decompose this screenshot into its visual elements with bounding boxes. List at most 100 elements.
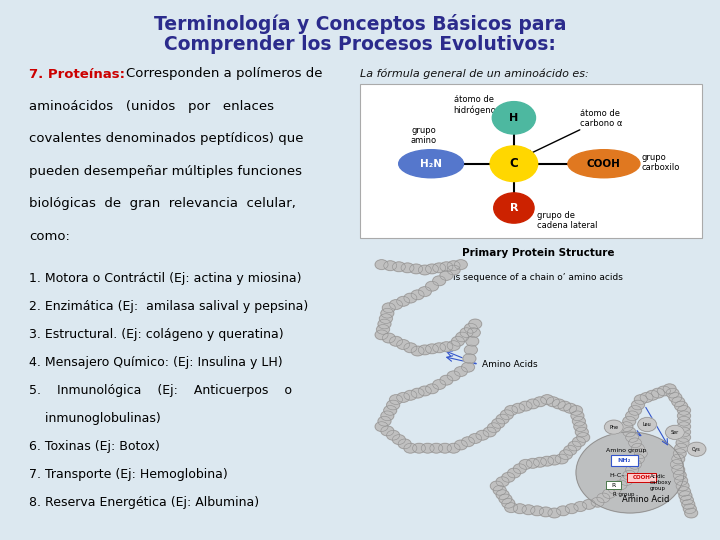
Circle shape bbox=[454, 260, 467, 269]
Circle shape bbox=[404, 390, 417, 400]
Circle shape bbox=[410, 264, 423, 274]
Circle shape bbox=[620, 422, 633, 431]
Circle shape bbox=[438, 443, 451, 453]
Circle shape bbox=[490, 481, 503, 491]
Circle shape bbox=[678, 427, 690, 437]
Circle shape bbox=[564, 446, 577, 455]
Circle shape bbox=[381, 411, 394, 421]
Circle shape bbox=[378, 416, 391, 426]
Circle shape bbox=[676, 438, 689, 448]
Text: 2. Enzimática (Ej:  amilasa salival y pepsina): 2. Enzimática (Ej: amilasa salival y pep… bbox=[29, 300, 308, 313]
Circle shape bbox=[591, 497, 604, 507]
Text: 7. Transporte (Ej: Hemoglobina): 7. Transporte (Ej: Hemoglobina) bbox=[29, 468, 228, 481]
Circle shape bbox=[440, 375, 453, 385]
Circle shape bbox=[629, 438, 642, 448]
Circle shape bbox=[418, 345, 431, 355]
Circle shape bbox=[565, 504, 578, 514]
Text: aminoácidos   (unidos   por   enlaces: aminoácidos (unidos por enlaces bbox=[29, 100, 274, 113]
Circle shape bbox=[670, 460, 683, 469]
Circle shape bbox=[492, 418, 505, 428]
Text: 4. Mensajero Químico: (Ej: Insulina y LH): 4. Mensajero Químico: (Ej: Insulina y LH… bbox=[29, 356, 282, 369]
Text: como:: como: bbox=[29, 230, 70, 242]
Circle shape bbox=[398, 439, 411, 449]
Circle shape bbox=[433, 343, 446, 353]
Circle shape bbox=[496, 490, 509, 500]
Circle shape bbox=[652, 388, 665, 398]
Circle shape bbox=[626, 411, 639, 421]
Circle shape bbox=[397, 296, 410, 306]
Circle shape bbox=[508, 468, 521, 478]
Circle shape bbox=[678, 416, 690, 426]
Circle shape bbox=[534, 457, 546, 467]
Circle shape bbox=[411, 346, 424, 356]
Circle shape bbox=[494, 193, 534, 223]
Circle shape bbox=[493, 485, 506, 495]
Text: covalentes denominados peptídicos) que: covalentes denominados peptídicos) que bbox=[29, 132, 303, 145]
Circle shape bbox=[502, 472, 515, 482]
Text: La fórmula general de un aminoácido es:: La fórmula general de un aminoácido es: bbox=[360, 69, 589, 79]
Text: Amino Acids: Amino Acids bbox=[482, 360, 538, 369]
Circle shape bbox=[539, 507, 552, 517]
Circle shape bbox=[469, 319, 482, 329]
Circle shape bbox=[377, 325, 390, 334]
Circle shape bbox=[390, 300, 402, 309]
Circle shape bbox=[447, 265, 460, 275]
Circle shape bbox=[440, 262, 453, 272]
Text: Primary Protein Structure: Primary Protein Structure bbox=[462, 248, 614, 259]
Text: grupo
amino: grupo amino bbox=[411, 126, 437, 145]
Text: pueden desempeñar múltiples funciones: pueden desempeñar múltiples funciones bbox=[29, 165, 302, 178]
Circle shape bbox=[381, 308, 394, 318]
Circle shape bbox=[570, 406, 582, 415]
Circle shape bbox=[512, 403, 525, 413]
Text: H₂N: H₂N bbox=[420, 159, 442, 168]
Circle shape bbox=[382, 303, 395, 313]
Circle shape bbox=[603, 489, 616, 498]
Circle shape bbox=[572, 416, 585, 426]
Circle shape bbox=[663, 384, 676, 394]
Circle shape bbox=[502, 498, 515, 508]
Circle shape bbox=[531, 506, 544, 516]
Circle shape bbox=[557, 506, 570, 516]
Circle shape bbox=[433, 380, 446, 389]
Circle shape bbox=[430, 443, 443, 453]
Text: R: R bbox=[611, 483, 616, 488]
Ellipse shape bbox=[568, 150, 640, 178]
Circle shape bbox=[392, 262, 405, 272]
Circle shape bbox=[564, 403, 577, 413]
Circle shape bbox=[675, 401, 688, 411]
Circle shape bbox=[500, 410, 513, 420]
Circle shape bbox=[519, 460, 532, 469]
Text: Acidic
carboxy
group: Acidic carboxy group bbox=[650, 474, 672, 490]
Circle shape bbox=[634, 449, 647, 458]
FancyBboxPatch shape bbox=[360, 84, 702, 238]
Circle shape bbox=[620, 476, 633, 485]
Circle shape bbox=[604, 420, 623, 434]
FancyBboxPatch shape bbox=[611, 455, 638, 466]
Circle shape bbox=[548, 455, 561, 465]
Circle shape bbox=[426, 264, 438, 274]
Text: grupo
carboxilo: grupo carboxilo bbox=[642, 153, 680, 172]
Circle shape bbox=[375, 260, 388, 269]
Text: biológicas  de  gran  relevancia  celular,: biológicas de gran relevancia celular, bbox=[29, 197, 296, 210]
Text: Ser: Ser bbox=[671, 430, 679, 435]
Circle shape bbox=[597, 493, 610, 503]
Circle shape bbox=[631, 454, 644, 464]
Circle shape bbox=[384, 406, 397, 415]
Circle shape bbox=[397, 340, 410, 349]
Circle shape bbox=[682, 500, 695, 509]
Circle shape bbox=[401, 263, 414, 273]
Text: H–C–: H–C– bbox=[609, 472, 625, 478]
Circle shape bbox=[638, 417, 657, 431]
Circle shape bbox=[665, 426, 684, 440]
Circle shape bbox=[411, 290, 424, 300]
Circle shape bbox=[487, 423, 500, 433]
Circle shape bbox=[623, 470, 636, 480]
Text: grupo de
cadena lateral: grupo de cadena lateral bbox=[537, 211, 598, 230]
Circle shape bbox=[505, 503, 518, 512]
Circle shape bbox=[499, 494, 512, 504]
Circle shape bbox=[463, 354, 476, 363]
Text: átomo de
hidrógeno: átomo de hidrógeno bbox=[453, 95, 495, 115]
Circle shape bbox=[629, 406, 642, 415]
Circle shape bbox=[375, 422, 388, 431]
Circle shape bbox=[384, 261, 397, 271]
